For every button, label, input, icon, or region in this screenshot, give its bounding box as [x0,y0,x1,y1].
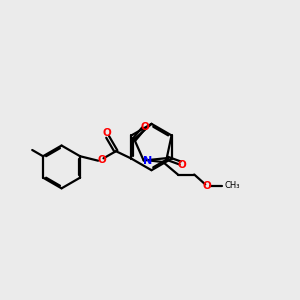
Text: O: O [202,181,211,191]
Text: O: O [141,122,150,132]
Text: CH₃: CH₃ [224,181,240,190]
Text: O: O [97,154,106,164]
Text: O: O [178,160,186,170]
Text: O: O [103,128,111,138]
Text: N: N [142,155,152,166]
